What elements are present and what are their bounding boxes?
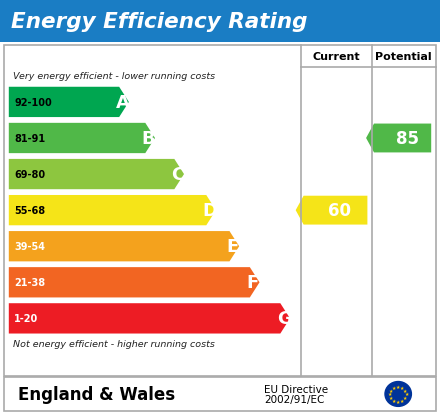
Text: ★: ★ (403, 388, 407, 393)
Text: C: C (171, 166, 184, 184)
Text: ★: ★ (400, 385, 404, 390)
Bar (0, 0, 440, 43)
Text: 21-38: 21-38 (14, 278, 45, 287)
Text: ★: ★ (392, 385, 396, 390)
Text: 39-54: 39-54 (14, 242, 45, 252)
Text: E: E (226, 237, 238, 256)
Polygon shape (9, 195, 216, 226)
Text: ★: ★ (389, 395, 393, 400)
Text: A: A (116, 94, 129, 112)
Polygon shape (296, 196, 367, 225)
Text: 55-68: 55-68 (14, 206, 45, 216)
Text: 60: 60 (328, 202, 352, 220)
Text: D: D (203, 202, 218, 220)
Text: ★: ★ (392, 398, 396, 403)
Bar (4, 377, 436, 411)
Text: G: G (277, 310, 292, 328)
Polygon shape (366, 124, 431, 153)
Text: ★: ★ (388, 392, 392, 396)
Text: Current: Current (313, 52, 360, 62)
Polygon shape (9, 268, 260, 298)
Text: England & Wales: England & Wales (18, 385, 175, 403)
Polygon shape (9, 232, 239, 262)
Circle shape (385, 382, 411, 406)
Text: Potential: Potential (375, 52, 432, 62)
Text: 2002/91/EC: 2002/91/EC (264, 394, 324, 404)
Text: Not energy efficient - higher running costs: Not energy efficient - higher running co… (13, 339, 215, 348)
Text: 69-80: 69-80 (14, 170, 45, 180)
Text: ★: ★ (389, 388, 393, 393)
Text: ★: ★ (400, 398, 404, 403)
Text: Energy Efficiency Rating: Energy Efficiency Rating (11, 12, 308, 31)
Text: B: B (142, 130, 155, 147)
Text: 81-91: 81-91 (14, 134, 45, 144)
Text: 92-100: 92-100 (14, 97, 52, 108)
Polygon shape (9, 159, 184, 190)
Text: ★: ★ (404, 392, 409, 396)
Text: 1-20: 1-20 (14, 313, 38, 324)
Text: 85: 85 (396, 130, 418, 147)
Text: ★: ★ (396, 384, 400, 389)
Polygon shape (9, 88, 129, 118)
Text: ★: ★ (403, 395, 407, 400)
Polygon shape (9, 123, 155, 154)
Text: EU Directive: EU Directive (264, 384, 328, 394)
Bar (4, 45, 436, 376)
Polygon shape (9, 304, 290, 334)
Text: ★: ★ (396, 399, 400, 404)
Text: F: F (246, 274, 259, 292)
Text: Very energy efficient - lower running costs: Very energy efficient - lower running co… (13, 72, 215, 81)
